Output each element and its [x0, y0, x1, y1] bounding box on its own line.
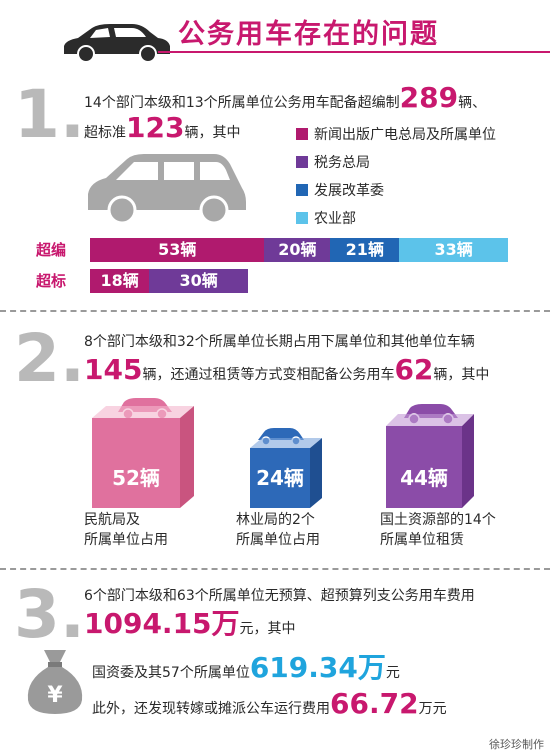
legend: 新闻出版广电总局及所属单位 税务总局 发展改革委 农业部: [296, 124, 496, 228]
legend-item: 发展改革委: [296, 180, 496, 200]
legend-swatch: [296, 212, 308, 224]
car-silhouette-icon: [64, 24, 170, 63]
legend-swatch: [296, 156, 308, 168]
section2-number: 2.: [14, 320, 85, 397]
bar-segment: 21辆: [330, 238, 400, 262]
box-value: 24辆: [256, 466, 304, 490]
section2-line2: 145辆，还通过租赁等方式变相配备公务用车62辆，其中: [84, 353, 490, 386]
bar-segment: 53辆: [90, 238, 265, 262]
box-caption: 所属单位租赁: [380, 532, 464, 548]
box-caption: 林业局的2个: [236, 512, 315, 528]
title-underline: [158, 51, 550, 53]
author-credit: 徐珍珍制作: [489, 738, 544, 751]
bar-label-overstandard: 超标: [36, 272, 67, 290]
legend-label: 税务总局: [314, 155, 370, 171]
bar-overstandard: 18辆 30辆: [90, 269, 508, 293]
box-value: 52辆: [112, 466, 160, 490]
section3-line3: 国资委及其57个所属单位619.34万元: [92, 651, 400, 684]
section-divider: [0, 568, 550, 570]
section2-line1: 8个部门本级和32个所属单位长期占用下属单位和其他单位车辆: [84, 334, 475, 350]
bar-label-overstaffed: 超编: [36, 241, 67, 259]
section1-line1: 14个部门本级和13个所属单位公务用车配备超编制289辆、: [84, 81, 487, 114]
bar-segment: 30辆: [149, 269, 248, 293]
bar-overstaffed: 53辆 20辆 21辆 33辆: [90, 238, 508, 262]
bar-segment: 33辆: [399, 238, 508, 262]
section3-number: 3.: [14, 576, 85, 653]
box-civil-aviation: [92, 398, 194, 508]
section1-number: 1.: [14, 76, 85, 153]
legend-swatch: [296, 128, 308, 140]
legend-label: 农业部: [314, 211, 356, 227]
box-caption: 所属单位占用: [84, 532, 168, 548]
legend-label: 发展改革委: [314, 183, 384, 199]
section3-line2: 1094.15万元，其中: [84, 607, 296, 640]
section-divider: [0, 310, 550, 312]
box-caption: 国土资源部的14个: [380, 512, 496, 528]
legend-item: 新闻出版广电总局及所属单位: [296, 124, 496, 144]
bar-segment: 18辆: [90, 269, 150, 293]
section3-line1: 6个部门本级和63个所属单位无预算、超预算列支公务用车费用: [84, 588, 475, 604]
box-caption: 所属单位占用: [236, 532, 320, 548]
page-title: 公务用车存在的问题: [178, 19, 439, 50]
box-land-resources: [386, 404, 474, 508]
bar-segment: 20辆: [264, 238, 331, 262]
legend-label: 新闻出版广电总局及所属单位: [314, 127, 496, 143]
yuan-symbol: ¥: [47, 683, 63, 708]
legend-swatch: [296, 184, 308, 196]
box-value: 44辆: [400, 466, 448, 490]
box-forestry: [250, 428, 322, 508]
section3-line4: 此外，还发现转嫁或摊派公车运行费用66.72万元: [92, 687, 447, 720]
box-caption: 民航局及: [84, 512, 140, 528]
legend-item: 农业部: [296, 208, 496, 228]
section1-line2: 超标准123辆，其中: [84, 111, 241, 144]
legend-item: 税务总局: [296, 152, 496, 172]
money-bag-icon: ¥: [27, 650, 83, 714]
minivan-icon: [88, 154, 246, 225]
